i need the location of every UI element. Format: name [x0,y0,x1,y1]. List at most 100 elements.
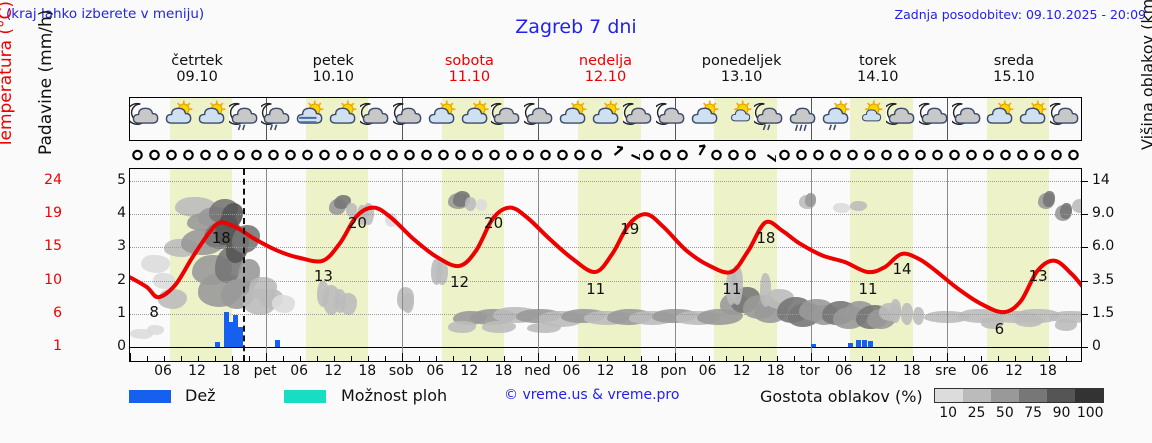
cloud-blob [130,329,153,339]
axis-tickmark [1082,247,1088,249]
calm-wind-icon [503,142,520,166]
calm-wind-icon [350,142,367,166]
wind-barb-icon [759,142,776,166]
rain-label: Dež [185,386,216,405]
x-tick [419,356,421,361]
day-header-7: sreda 15.10 [946,53,1082,85]
day-name: ponedeljek [701,53,782,69]
plot-area[interactable]: 8 18 13 20 12 20 11 19 11 18 11 14 6 13 [129,168,1082,362]
temperature-value-label: 11 [858,279,878,298]
calm-wind-icon [1031,142,1048,166]
moon-cloud-drizzle-icon [228,99,262,140]
calm-wind-icon [435,142,452,166]
wind-barb-icon [606,142,623,166]
calm-wind-icon [265,142,282,166]
cloud-sun-icon [557,99,590,140]
day-header-3: sobota 11.10 [401,53,537,85]
cloud-density-step [1075,389,1103,402]
precipitation-bar [228,322,234,347]
weather-chart[interactable]: četrtek 09.10 petek 10.10 sobota 11.10 nedelja… [129,53,1082,379]
calm-wind-icon [367,142,384,166]
x-tick [283,356,285,361]
gridline [130,214,1081,216]
day-date: 10.10 [312,69,354,85]
x-tick [878,356,880,361]
x-hour-label: 06 [698,363,717,379]
x-tick [215,356,217,361]
cloud-blob [402,293,414,313]
x-day-label: pon [660,363,687,379]
gridline [130,181,1081,182]
cloud-blob [1043,191,1055,207]
calm-wind-icon [197,142,214,166]
day-header-1: četrtek 09.10 [129,53,265,85]
cloud-density-colorbar [934,388,1104,403]
cloud-height-tick: 14 [1092,172,1110,188]
x-tick [572,356,574,361]
day-name: sreda [993,53,1035,69]
x-hour-label: 18 [1039,363,1057,379]
calm-wind-icon [299,142,316,166]
x-tick [793,356,795,361]
calm-wind-icon [1048,142,1065,166]
cloud-height-tick: 1.5 [1092,304,1115,321]
calm-wind-icon [725,142,742,166]
sun-cloud-icon [853,99,886,140]
sun-cloud-icon [722,99,755,140]
x-tick [300,356,302,361]
x-hour-label: 18 [494,363,513,379]
x-tick [436,356,438,361]
calm-wind-icon [129,142,146,166]
x-tick [929,356,931,361]
precipitation-tick: 0 [117,338,126,354]
day-name: torek [859,53,897,69]
day-name: sobota [444,53,494,69]
moon-cloud-icon [885,99,919,140]
x-tick [351,356,353,361]
day-date: 09.10 [176,69,218,85]
cloud-blob [890,299,902,323]
temperature-value-label: 13 [1028,266,1048,285]
x-tick [521,356,523,361]
cloud-sun-icon [689,99,722,140]
copyright-link[interactable]: © vreme.us & vreme.pro [504,387,680,403]
x-tick [368,356,370,361]
x-tick [1048,356,1050,361]
daylight-band [714,169,777,361]
rain-swatch [129,390,171,403]
temperature-curve [130,205,1081,315]
cloud-density-step [963,389,991,402]
moon-cloud-icon [1050,99,1081,140]
cloud-blob [912,307,925,325]
showers-swatch [284,390,326,403]
cloud-height-axis-title: Višina oblakov (km) [1138,0,1152,150]
calm-wind-icon [708,142,725,166]
cloud-height-tick: 0 [1092,338,1101,354]
calm-wind-icon [742,142,759,166]
calm-wind-icon [401,142,418,166]
calm-wind-icon [571,142,588,166]
cloud-blob [759,273,771,307]
calm-wind-icon [980,142,997,166]
x-tick [266,353,268,361]
x-tick [538,353,540,361]
calm-wind-icon [452,142,469,166]
x-hour-label: 12 [1005,363,1023,379]
x-tick [555,356,557,361]
cloud-blob [141,255,170,273]
cloud-blob [476,199,488,211]
x-hour-label: 06 [562,363,581,379]
cloud-blob [147,325,165,335]
day-separator [946,169,948,361]
precipitation-bar [237,327,243,347]
x-tick [232,356,234,361]
calm-wind-icon [231,142,248,166]
x-tick [725,356,727,361]
cloud-sun-icon [426,99,459,140]
day-separator [810,169,812,361]
cloud-blob [1060,203,1072,219]
axis-tickmark [1082,214,1088,216]
cloud-sun-icon [1017,99,1050,140]
x-day-label: ned [524,363,551,379]
x-tick [980,356,982,361]
